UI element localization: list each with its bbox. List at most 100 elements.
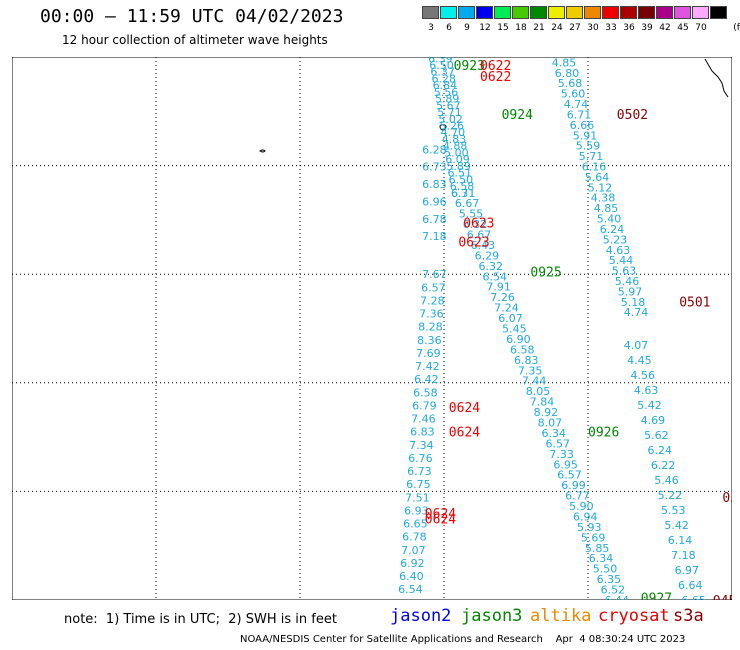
swh-value: 4.74 [564, 98, 589, 111]
legend-swatch [494, 6, 511, 19]
swh-value: 6.80 [555, 67, 580, 80]
swh-value: 5.42 [664, 519, 689, 532]
swh-value: 8.92 [534, 406, 559, 419]
swh-value: 6.95 [553, 458, 578, 471]
swh-value: 7.35 [518, 364, 543, 377]
swh-value: 7.07 [401, 544, 426, 557]
swh-value: 6.57 [421, 281, 446, 294]
legend-swatch [602, 6, 619, 19]
legend-swatch [476, 6, 493, 19]
swh-value: 5.46 [615, 275, 640, 288]
lat-lon-grid [12, 57, 732, 600]
y-tick-label: 18 [12, 162, 13, 172]
legend-label: 39 [641, 23, 653, 33]
swh-value: 6.39 [428, 57, 453, 65]
swh-value: 6.79 [412, 399, 437, 412]
swh-value: 6.31 [451, 187, 476, 200]
swh-value: 6.32 [463, 218, 488, 231]
pass-time-label: 0501 [679, 295, 710, 310]
legend-swatch [656, 6, 673, 19]
axis-tick-labels: -120-117-114-111-108-105101214161820 [12, 57, 13, 600]
swh-value: 6.22 [651, 459, 676, 472]
swh-value: 8.36 [417, 334, 442, 347]
wave-height-map: -120-117-114-111-108-105101214161820 6.3… [12, 57, 732, 600]
swh-value: 6.40 [399, 570, 424, 583]
swh-value: 6.73 [407, 465, 432, 478]
altimeter-tracks: 6.366.396.506.376.286.845.565.895.675.71… [398, 57, 706, 600]
swh-value: 4.63 [606, 244, 631, 257]
satellite-altika: altika [530, 606, 592, 626]
swh-value: 5.71 [579, 150, 604, 163]
swh-value: 7.18 [671, 549, 696, 562]
swh-value: 7.67 [422, 268, 447, 281]
swh-value: 7.84 [530, 396, 555, 409]
legend-unit: (ft) [733, 23, 740, 33]
swh-value: 6.54 [398, 583, 423, 596]
swh-value: 5.62 [644, 429, 669, 442]
pass-time-label: 0624 [449, 426, 480, 441]
swh-value: 4.07 [624, 339, 649, 352]
legend-swatch [548, 6, 565, 19]
swh-value: 6.66 [570, 119, 595, 132]
swh-value: 7.36 [419, 308, 444, 321]
swh-value: 5.00 [444, 146, 469, 159]
legend-swatch [530, 6, 547, 19]
satellite-jason2: jason2 [390, 606, 452, 626]
swh-value: 6.92 [400, 557, 425, 570]
satellite-cryosat: cryosat [598, 606, 670, 626]
swh-value: 5.89 [435, 93, 460, 106]
swh-value: 5.23 [603, 233, 628, 246]
swh-value: 7.18 [422, 230, 447, 243]
swh-value: 4.45 [627, 354, 652, 367]
swh-value: 6.73 [422, 161, 447, 174]
pass-time-label: 0926 [588, 426, 619, 441]
swh-value: 5.46 [654, 474, 679, 487]
swh-value: 6.34 [542, 427, 567, 440]
legend-swatch [620, 6, 637, 19]
swh-value: 6.42 [414, 373, 439, 386]
swh-value: 5.71 [437, 106, 462, 119]
legend-label: 9 [464, 23, 470, 33]
swh-value: 8.07 [538, 416, 563, 429]
swh-value: 7.46 [411, 413, 436, 426]
legend-swatch [710, 6, 727, 19]
swh-value: 5.44 [609, 254, 634, 267]
swh-value: 6.24 [600, 223, 625, 236]
legend-label: 27 [569, 23, 581, 33]
legend-swatch [422, 6, 439, 19]
footer-note: note: 1) Time is in UTC; 2) SWH is in fe… [64, 612, 337, 627]
swh-value: 4.83 [442, 133, 467, 146]
swh-value: 4.56 [631, 369, 656, 382]
pass-time-label: 0624 [449, 401, 480, 416]
swh-value: 6.65 [403, 518, 428, 531]
swh-value: 6.64 [678, 579, 703, 592]
swh-value: 6.99 [561, 479, 586, 492]
swh-value: 4.88 [443, 140, 468, 153]
swh-value: 6.94 [573, 510, 598, 523]
swh-value: 5.97 [618, 285, 643, 298]
swh-value: 6.96 [422, 195, 447, 208]
legend-label: 45 [677, 23, 689, 33]
swh-value: 5.64 [585, 171, 610, 184]
y-tick-label: 10 [12, 596, 13, 600]
swh-value: 5.18 [621, 296, 646, 309]
legend-label: 6 [446, 23, 452, 33]
y-tick-label: 16 [12, 270, 13, 280]
chart-title: 00:00 – 11:59 UTC 04/02/2023 [40, 6, 344, 27]
swh-value: 6.57 [557, 469, 582, 482]
pass-time-label: 0624 [425, 507, 456, 522]
swh-value: 7.26 [490, 291, 515, 304]
swh-value: 6.78 [402, 531, 427, 544]
legend-swatch [638, 6, 655, 19]
swh-value: 6.65 [681, 594, 706, 600]
swh-value: 4.38 [591, 192, 616, 205]
swh-value: 6.09 [445, 153, 470, 166]
swh-value: 7.34 [409, 439, 434, 452]
swh-value: 7.44 [522, 375, 547, 388]
swh-value: 8.05 [526, 385, 551, 398]
swh-value: 4.85 [552, 57, 577, 69]
y-tick-label: 14 [12, 379, 13, 389]
swh-value: 6.54 [482, 270, 507, 283]
swh-value: 6.32 [479, 260, 504, 273]
swh-value: 6.52 [601, 584, 626, 597]
